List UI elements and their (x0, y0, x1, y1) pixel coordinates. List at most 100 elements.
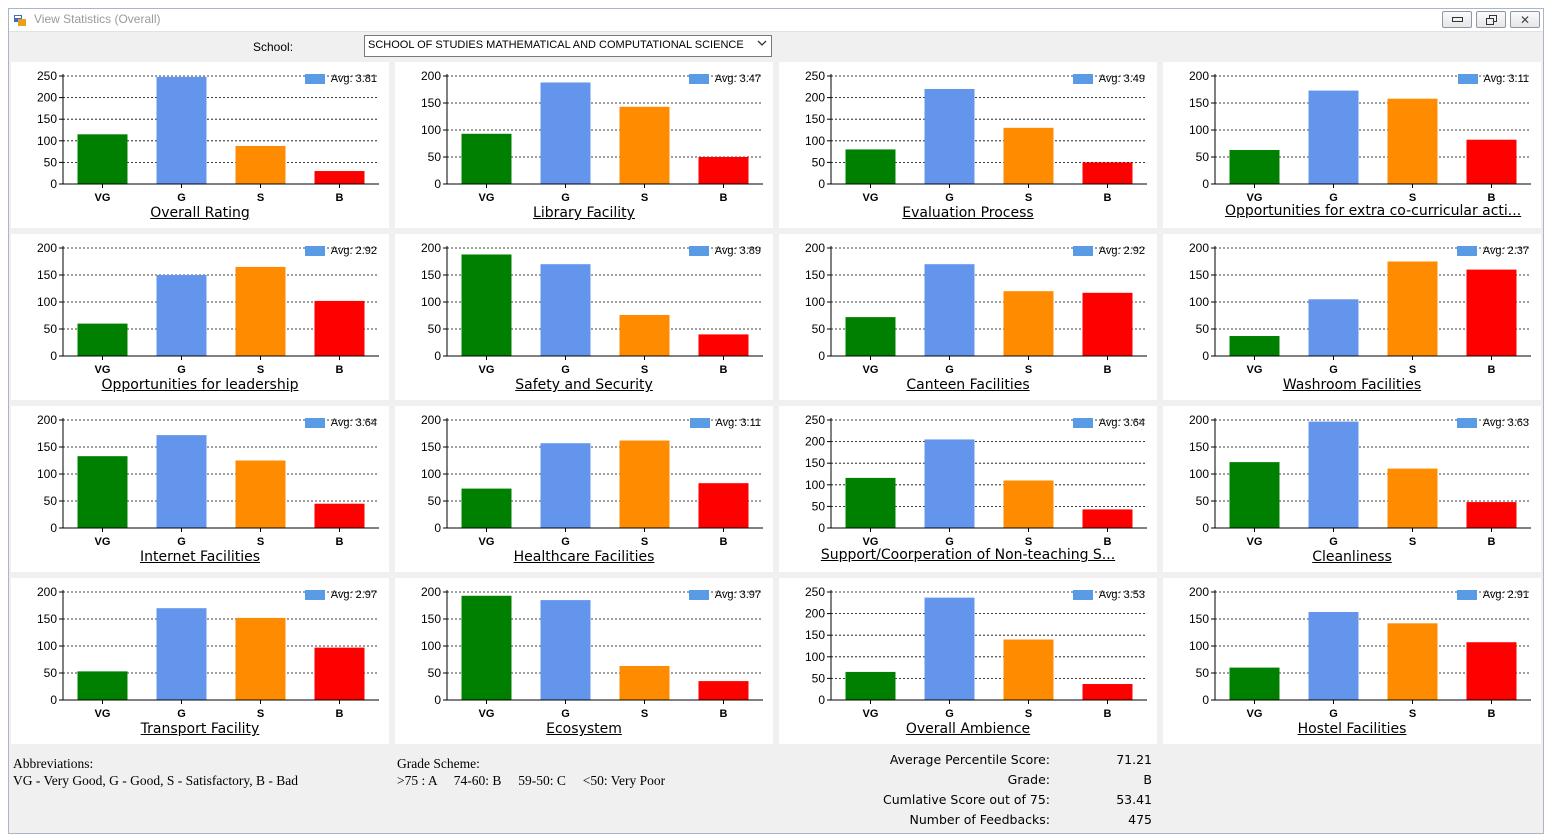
minimize-icon (1451, 17, 1463, 22)
legend-swatch (304, 74, 325, 84)
bar-s[interactable] (1003, 127, 1054, 184)
title-bar[interactable]: View Statistics (Overall) ✕ (9, 9, 1543, 32)
bar-vg[interactable] (461, 595, 512, 700)
x-tick-label: B (720, 364, 728, 376)
bar-s[interactable] (235, 266, 286, 356)
bar-vg[interactable] (461, 133, 512, 184)
legend-label: Avg: 3.81 (330, 73, 377, 85)
bar-s[interactable] (619, 665, 670, 700)
y-tick-label: 100 (37, 295, 57, 309)
bar-g[interactable] (540, 443, 591, 528)
x-tick-label: G (945, 192, 954, 204)
bar-g[interactable] (540, 264, 591, 356)
x-tick-label: B (1104, 192, 1112, 204)
y-tick-label: 200 (421, 69, 441, 83)
bar-s[interactable] (619, 440, 670, 528)
bar-s[interactable] (1003, 639, 1054, 700)
bar-vg[interactable] (845, 477, 896, 528)
bar-vg[interactable] (1229, 149, 1280, 184)
x-tick-label: S (641, 536, 648, 548)
bar-vg[interactable] (1229, 667, 1280, 700)
bar-vg[interactable] (1229, 336, 1280, 356)
bar-b[interactable] (1466, 269, 1517, 356)
bar-g[interactable] (924, 264, 975, 356)
bar-s[interactable] (1387, 261, 1438, 357)
restore-button[interactable] (1476, 11, 1506, 28)
bar-g[interactable] (924, 88, 975, 184)
y-tick-label: 50 (428, 150, 442, 164)
bar-vg[interactable] (461, 488, 512, 528)
bar-s[interactable] (1387, 623, 1438, 700)
x-tick-label: VG (863, 192, 879, 204)
y-tick-label: 50 (1196, 150, 1210, 164)
bar-vg[interactable] (845, 671, 896, 700)
bar-vg[interactable] (77, 456, 128, 528)
bar-g[interactable] (540, 600, 591, 700)
bar-s[interactable] (1003, 480, 1054, 528)
bar-s[interactable] (619, 314, 670, 356)
school-dropdown[interactable]: SCHOOL OF STUDIES MATHEMATICAL AND COMPU… (364, 35, 772, 57)
bar-b[interactable] (314, 300, 365, 356)
bar-b[interactable] (1082, 292, 1133, 356)
bar-g[interactable] (1308, 421, 1359, 528)
bar-g[interactable] (1308, 90, 1359, 184)
legend-label: Avg: 3.47 (714, 73, 761, 85)
chart-title: Canteen Facilities (906, 377, 1030, 393)
y-tick-label: 150 (37, 612, 57, 626)
y-tick-label: 100 (805, 134, 825, 148)
bar-vg[interactable] (461, 254, 512, 356)
bar-vg[interactable] (1229, 462, 1280, 528)
y-tick-label: 150 (421, 96, 441, 110)
chart-legend: Avg: 3.81 (304, 73, 377, 85)
bar-vg[interactable] (845, 149, 896, 184)
bar-g[interactable] (156, 608, 207, 700)
y-tick-label: 100 (1189, 639, 1209, 653)
minimize-button[interactable] (1442, 11, 1472, 28)
bar-b[interactable] (1466, 502, 1517, 528)
y-tick-label: 50 (1196, 666, 1210, 680)
bar-g[interactable] (156, 435, 207, 528)
bar-b[interactable] (1466, 139, 1517, 184)
bar-b[interactable] (698, 157, 749, 184)
bar-b[interactable] (314, 171, 365, 184)
bar-vg[interactable] (77, 134, 128, 184)
bar-s[interactable] (1387, 98, 1438, 184)
legend-swatch (1456, 590, 1477, 600)
y-tick-label: 250 (805, 413, 825, 427)
bar-b[interactable] (698, 483, 749, 528)
bar-g[interactable] (540, 82, 591, 184)
bar-b[interactable] (1466, 642, 1517, 700)
bar-g[interactable] (156, 275, 207, 356)
chevron-down-icon[interactable] (757, 38, 767, 51)
bar-s[interactable] (235, 617, 286, 700)
bar-vg[interactable] (77, 323, 128, 356)
bar-g[interactable] (1308, 611, 1359, 700)
bar-vg[interactable] (77, 671, 128, 700)
bar-g[interactable] (156, 76, 207, 184)
y-tick-label: 150 (37, 440, 57, 454)
bar-g[interactable] (924, 597, 975, 700)
bar-g[interactable] (924, 439, 975, 528)
x-tick-label: S (641, 364, 648, 376)
y-tick-label: 100 (37, 639, 57, 653)
y-tick-label: 50 (812, 671, 826, 685)
bar-b[interactable] (1082, 684, 1133, 700)
bar-b[interactable] (1082, 509, 1133, 528)
bar-s[interactable] (619, 106, 670, 184)
bar-b[interactable] (314, 647, 365, 700)
bar-b[interactable] (314, 503, 365, 528)
x-tick-label: VG (1247, 192, 1263, 204)
bar-s[interactable] (235, 460, 286, 529)
bar-b[interactable] (698, 334, 749, 356)
x-tick-label: G (945, 708, 954, 720)
bar-b[interactable] (698, 681, 749, 700)
close-button[interactable]: ✕ (1510, 11, 1540, 28)
bar-g[interactable] (1308, 299, 1359, 356)
bar-b[interactable] (1082, 162, 1133, 184)
bar-s[interactable] (235, 145, 286, 184)
bar-vg[interactable] (845, 317, 896, 356)
y-tick-label: 200 (421, 241, 441, 255)
bar-s[interactable] (1387, 468, 1438, 528)
bar-s[interactable] (1003, 291, 1054, 356)
chart-panel: 0 50 100 150 200 VG G S B Avg: 3.97 Ecosystem (395, 578, 773, 744)
